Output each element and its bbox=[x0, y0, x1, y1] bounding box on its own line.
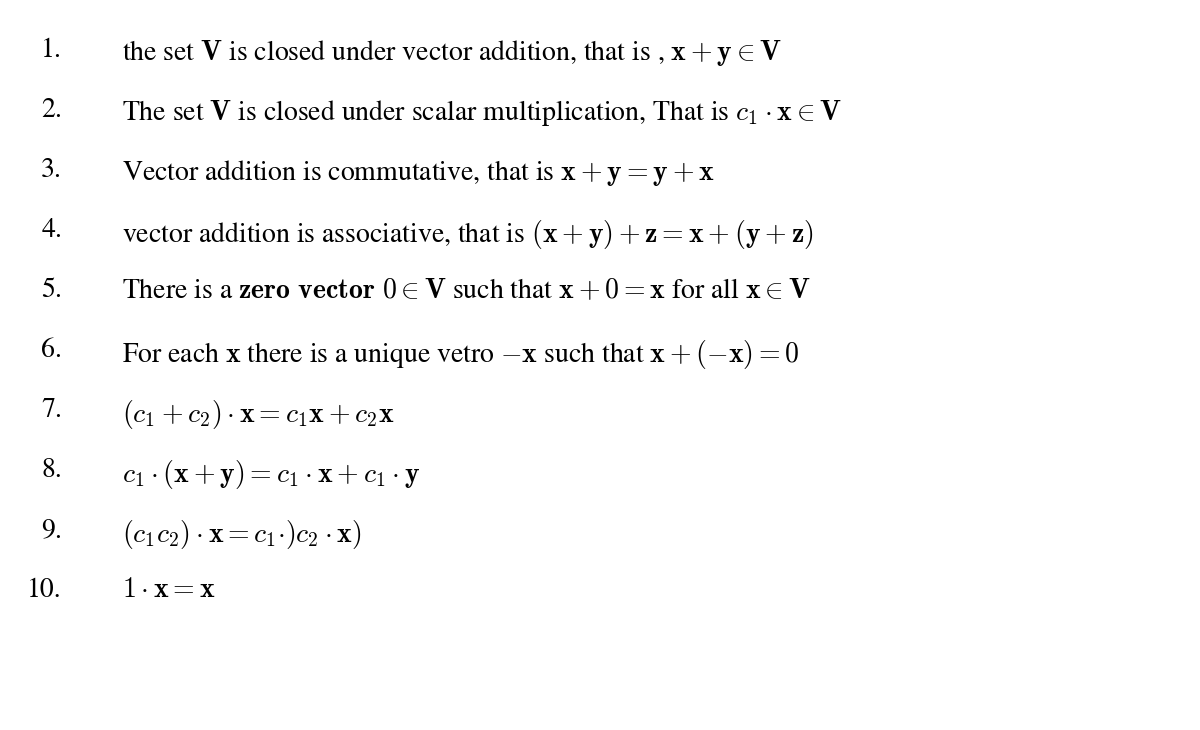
Text: 8.: 8. bbox=[41, 458, 62, 483]
Text: 9.: 9. bbox=[41, 518, 62, 543]
Text: vector addition is associative, that is $(\mathbf{x}+\mathbf{y})+\mathbf{z}=\mat: vector addition is associative, that is … bbox=[122, 218, 814, 251]
Text: $1\cdot\mathbf{x}=\mathbf{x}$: $1\cdot\mathbf{x}=\mathbf{x}$ bbox=[122, 578, 216, 603]
Text: 7.: 7. bbox=[41, 398, 62, 423]
Text: The set $\mathbf{V}$ is closed under scalar multiplication, That is $c_1\cdot\ma: The set $\mathbf{V}$ is closed under sca… bbox=[122, 98, 842, 128]
Text: 2.: 2. bbox=[41, 98, 62, 123]
Text: There is a $\mathbf{zero\ vector\ 0}\in\mathbf{V}$ such that $\mathbf{x}+\mathbf: There is a $\mathbf{zero\ vector\ 0}\in\… bbox=[122, 278, 810, 304]
Text: 10.: 10. bbox=[28, 578, 62, 603]
Text: $(c_1+c_2)\cdot\mathbf{x}=c_1\mathbf{x}+c_2\mathbf{x}$: $(c_1+c_2)\cdot\mathbf{x}=c_1\mathbf{x}+… bbox=[122, 398, 395, 431]
Text: Vector addition is commutative, that is $\mathbf{x}+\mathbf{y}=\mathbf{y}+\mathb: Vector addition is commutative, that is … bbox=[122, 158, 715, 188]
Text: 3.: 3. bbox=[41, 158, 62, 183]
Text: $(c_1c_2)\cdot\mathbf{x}=c_1{\cdot})c_2\cdot\mathbf{x})$: $(c_1c_2)\cdot\mathbf{x}=c_1{\cdot})c_2\… bbox=[122, 518, 361, 551]
Text: 6.: 6. bbox=[41, 338, 62, 363]
Text: 5.: 5. bbox=[41, 278, 62, 303]
Text: For each $\mathbf{x}$ there is a unique vetro $-\mathbf{x}$ such that $\mathbf{x: For each $\mathbf{x}$ there is a unique … bbox=[122, 338, 799, 371]
Text: the set $\mathbf{V}$ is closed under vector addition, that is , $\mathbf{x}+\mat: the set $\mathbf{V}$ is closed under vec… bbox=[122, 38, 782, 68]
Text: $c_1\cdot(\mathbf{x}+\mathbf{y})=c_1\cdot\mathbf{x}+c_1\cdot\mathbf{y}$: $c_1\cdot(\mathbf{x}+\mathbf{y})=c_1\cdo… bbox=[122, 458, 420, 491]
Text: 1.: 1. bbox=[41, 38, 62, 63]
Text: 4.: 4. bbox=[41, 218, 62, 243]
